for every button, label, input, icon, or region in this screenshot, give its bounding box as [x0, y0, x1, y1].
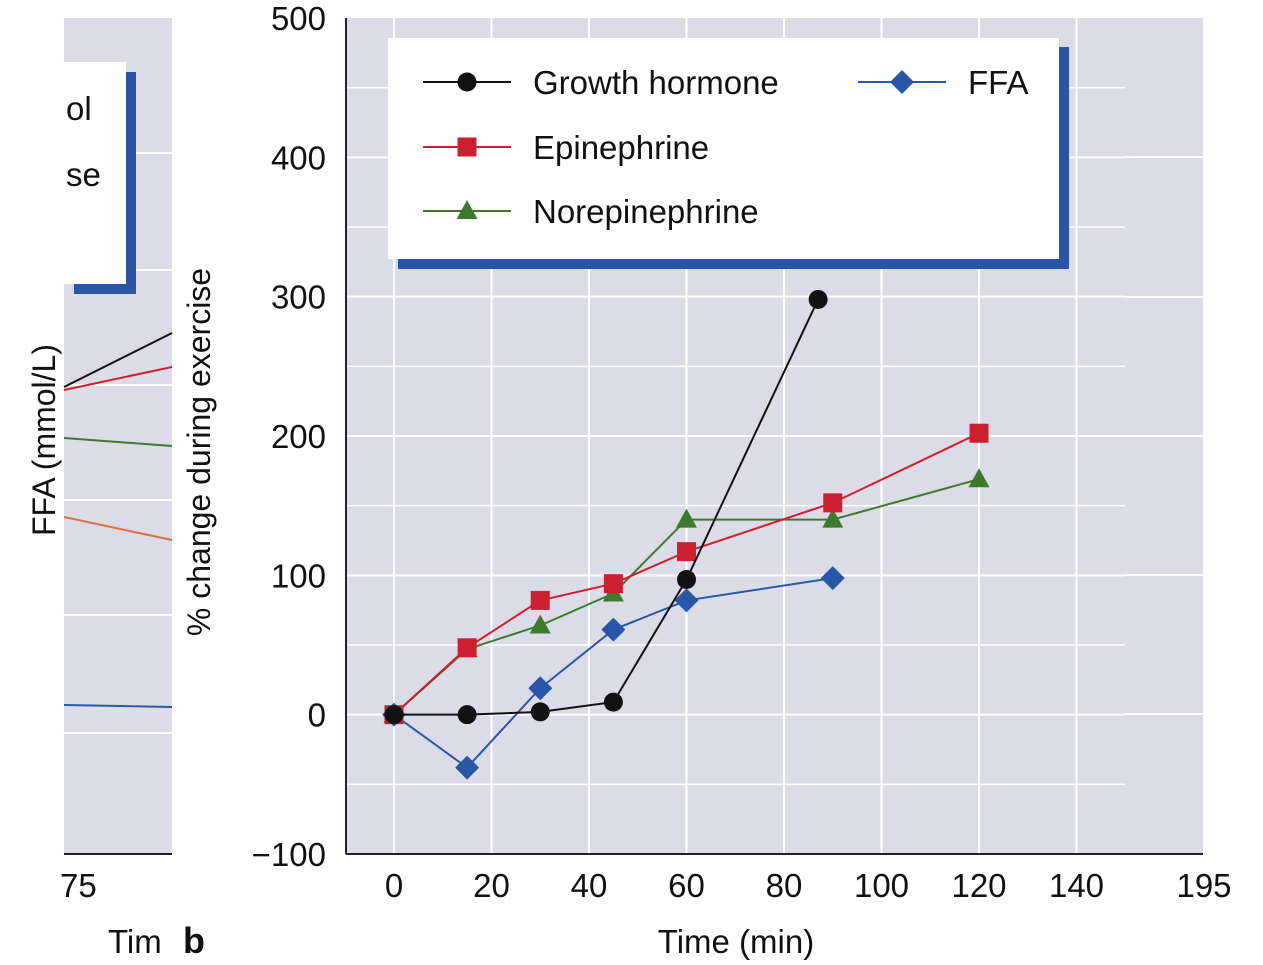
- main-chart: −100 0 100 200 300 400 500 0 20 40 60 80 100 120 140 %…: [181, 0, 1125, 960]
- x-tick-label: 120: [951, 867, 1006, 904]
- x-tick-label: 100: [854, 867, 909, 904]
- epinephrine-point: [677, 542, 696, 562]
- legend-box: [388, 38, 1059, 259]
- x-tick-label: 140: [1049, 867, 1104, 904]
- y-tick-label: 500: [271, 0, 326, 37]
- growth-hormone-point: [530, 702, 550, 722]
- legend-swatch-marker: [457, 72, 477, 92]
- legend-swatch-marker: [890, 70, 914, 94]
- x-tick-label: 80: [766, 867, 803, 904]
- x-tick-label: 40: [571, 867, 608, 904]
- x-axis-label: Time (min): [658, 923, 814, 960]
- ffa-point: [820, 566, 845, 591]
- ffa-point: [455, 755, 480, 780]
- growth-hormone-point: [384, 705, 404, 725]
- legend-item-growth-hormone: Growth hormone: [423, 64, 779, 101]
- norepinephrine-point: [676, 508, 697, 528]
- growth-hormone-point: [677, 570, 696, 590]
- epinephrine-point: [603, 574, 623, 594]
- epinephrine-point: [969, 423, 989, 443]
- growth-hormone-line: [394, 299, 820, 716]
- legend-label: Growth hormone: [533, 64, 779, 101]
- right-panel-fragment: 195: [1125, 18, 1232, 904]
- legend-items: Growth hormone Epinephrine Norepinephrine F…: [423, 64, 1029, 230]
- ffa-line: [393, 577, 833, 769]
- left-series-blue-fragment: [63, 704, 173, 708]
- growth-hormone-point: [603, 692, 623, 712]
- x-tick-label: 0: [385, 867, 403, 904]
- left-tick-label: 75: [60, 867, 97, 904]
- y-tick-label: 300: [271, 279, 326, 316]
- epinephrine-point: [823, 493, 843, 513]
- series-growth-hormone: [384, 289, 828, 725]
- left-legend-line-2: se: [66, 156, 101, 193]
- y-axis-label: % change during exercise: [181, 268, 217, 636]
- left-series-black-fragment: [63, 332, 173, 388]
- ffa-point: [528, 676, 553, 701]
- left-legend-line-1: ol: [66, 90, 92, 127]
- panel-label: b: [183, 920, 205, 961]
- left-x-axis-label: Tim: [108, 923, 162, 960]
- legend-item-norepinephrine: Norepinephrine: [423, 193, 759, 230]
- y-tick-label: 100: [271, 557, 326, 594]
- epinephrine-point: [530, 590, 550, 610]
- right-tick-label: 195: [1176, 867, 1231, 904]
- norepinephrine-point: [822, 508, 844, 528]
- epinephrine-point: [457, 638, 477, 658]
- x-tick-label: 20: [473, 867, 510, 904]
- legend-swatch-marker: [457, 137, 477, 157]
- y-tick-label: 400: [271, 139, 326, 176]
- left-y-axis-label: FFA (mmol/L): [26, 344, 62, 536]
- left-series-red-fragment: [63, 366, 173, 391]
- legend-label: FFA: [968, 64, 1029, 101]
- y-tick-label: 200: [271, 418, 326, 455]
- growth-hormone-point: [808, 289, 828, 309]
- norepinephrine-point: [968, 468, 990, 488]
- left-series-orange-fragment: [63, 516, 173, 541]
- y-tick-label: −100: [252, 836, 326, 873]
- legend-item-epinephrine: Epinephrine: [423, 129, 709, 166]
- ffa-point: [674, 588, 699, 613]
- growth-hormone-point: [457, 705, 477, 725]
- legend-swatch-marker: [456, 200, 478, 219]
- norepinephrine-point: [529, 614, 551, 634]
- right-gridlines: [1125, 156, 1203, 715]
- tick-labels: −100 0 100 200 300 400 500 0 20 40 60 80 100 120 140: [252, 0, 1104, 904]
- legend: Growth hormone Epinephrine Norepinephrine F…: [388, 38, 1069, 269]
- left-legend-box: [64, 62, 126, 284]
- legend-item-ffa: FFA: [858, 64, 1029, 101]
- series-layer: [382, 289, 990, 780]
- y-tick-label: 0: [308, 697, 326, 734]
- legend-label: Norepinephrine: [533, 193, 759, 230]
- series-epinephrine: [384, 423, 989, 725]
- left-panel-fragment: ol se FFA (mmol/L) 75 Tim: [26, 18, 173, 960]
- x-tick-label: 60: [668, 867, 705, 904]
- left-series-green-fragment: [63, 437, 173, 447]
- legend-label: Epinephrine: [533, 129, 709, 166]
- ffa-point: [601, 617, 626, 642]
